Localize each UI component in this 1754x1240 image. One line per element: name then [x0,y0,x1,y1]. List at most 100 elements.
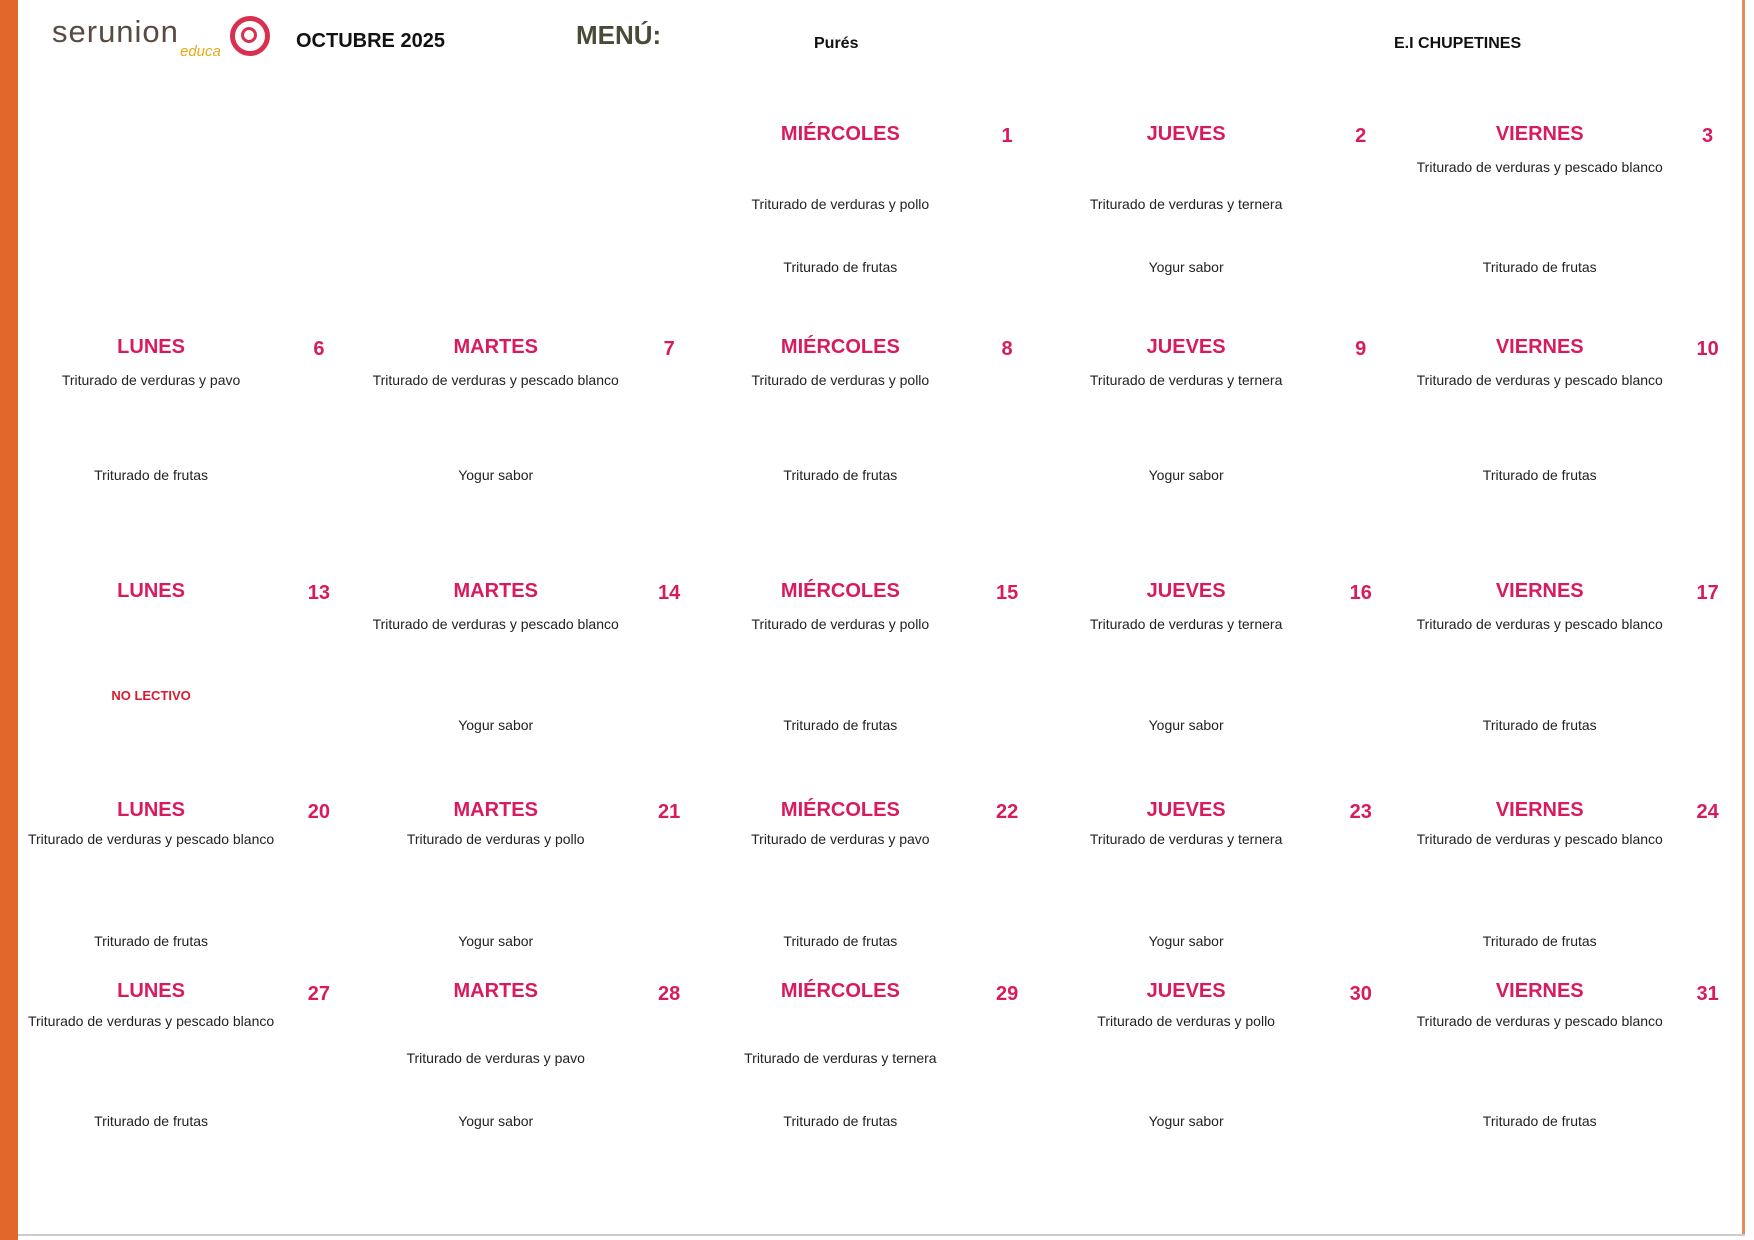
dessert: Triturado de frutas [783,1113,898,1130]
day-number: 16 [1349,581,1372,604]
dessert: Triturado de frutas [1482,258,1597,275]
day-label: JUEVES [1146,799,1226,822]
dessert: Yogur sabor [458,717,534,734]
day-label: JUEVES [1146,579,1226,602]
day-number: 13 [307,581,331,604]
main-dish: Triturado de verduras y pollo [1097,1012,1275,1029]
main-dish: Triturado de verduras y pollo [406,831,585,848]
day-number: 6 [313,338,325,360]
day-label: MIÉRCOLES [780,579,900,602]
day-number: 30 [1349,982,1372,1005]
day-number: 21 [658,801,681,824]
day-number: 15 [995,581,1019,604]
dessert: Triturado de frutas [1482,466,1597,483]
dessert: Yogur sabor [1148,466,1224,483]
day-label: VIERNES [1495,980,1584,1003]
day-label: LUNES [117,799,185,822]
dessert: Triturado de frutas [783,258,898,275]
day-label: VIERNES [1495,579,1584,602]
main-dish: Triturado de verduras y pollo [751,371,930,388]
main-dish: Triturado de verduras y pescado blanco [372,371,619,388]
dessert: Triturado de frutas [94,466,208,483]
day-label: LUNES [117,980,185,1003]
day-number: 3 [1702,125,1714,148]
main-dish: Triturado de verduras y pescado blanco [1416,158,1663,175]
day-number: 10 [1696,338,1719,360]
day-label: VIERNES [1495,335,1584,358]
main-dish: Triturado de verduras y pescado blanco [27,1012,275,1029]
main-dish: Triturado de verduras y pollo [751,615,930,632]
dessert: Yogur sabor [458,1113,534,1130]
day-label: MIÉRCOLES [780,799,900,822]
school-name: E.I CHUPETINES [1394,35,1522,52]
month-title: OCTUBRE 2025 [296,30,445,52]
day-number: 7 [663,338,675,360]
day-label: JUEVES [1146,980,1226,1003]
right-border [1742,0,1745,1236]
dessert: Yogur sabor [1148,258,1224,275]
day-number: 8 [1001,338,1013,360]
day-number: 23 [1349,801,1372,824]
day-label: LUNES [117,579,185,602]
main-dish: Triturado de verduras y pescado blanco [1416,831,1663,848]
serunion-logo: serunion educa [52,14,272,64]
menu-type: Purés [814,35,859,52]
dessert: Yogur sabor [458,466,534,483]
day-label: MIÉRCOLES [780,980,900,1003]
day-number: 24 [1696,801,1719,824]
bottom-border [18,1234,1745,1236]
dessert: Yogur sabor [1148,933,1224,950]
dessert: Triturado de frutas [783,466,898,483]
day-label: MARTES [453,980,538,1003]
day-label: JUEVES [1146,123,1226,146]
day-number: 28 [658,982,681,1005]
logo-spiral-icon [230,16,270,56]
main-dish: Triturado de verduras y ternera [744,1049,937,1066]
main-dish: Triturado de verduras y ternera [1089,371,1283,388]
main-dish: Triturado de verduras y pescado blanco [1416,1012,1663,1029]
main-dish: Triturado de verduras y pavo [61,371,241,388]
dessert: Triturado de frutas [94,933,208,950]
menu-label: MENÚ: [576,20,662,50]
day-label: MARTES [453,799,538,822]
main-dish: Triturado de verduras y ternera [1089,615,1283,632]
day-number: 22 [995,801,1019,824]
logo-text: serunion [52,14,179,49]
dessert: Triturado de frutas [783,933,898,950]
main-dish: Triturado de verduras y ternera [1089,195,1283,212]
main-dish: Triturado de verduras y pescado blanco [27,831,275,848]
main-dish: Triturado de verduras y pavo [406,1049,585,1066]
day-label: MIÉRCOLES [780,335,900,358]
day-label: VIERNES [1495,799,1584,822]
dessert: Triturado de frutas [1482,933,1597,950]
no-lectivo-note: NO LECTIVO [111,688,191,704]
day-number: 31 [1696,982,1719,1005]
main-dish: Triturado de verduras y pollo [751,195,930,212]
day-number: 14 [658,581,681,604]
dessert: Triturado de frutas [1482,717,1597,734]
day-number: 29 [995,982,1019,1005]
day-number: 9 [1355,338,1367,360]
day-number: 2 [1355,125,1367,148]
dessert: Yogur sabor [458,933,534,950]
day-label: JUEVES [1146,335,1226,358]
dessert: Triturado de frutas [1482,1113,1597,1130]
day-number: 17 [1696,581,1719,604]
day-label: MARTES [453,335,538,358]
dessert: Triturado de frutas [94,1113,208,1130]
dessert: Triturado de frutas [783,717,898,734]
day-number: 20 [307,801,331,824]
dessert: Yogur sabor [1148,717,1224,734]
main-dish: Triturado de verduras y ternera [1089,831,1283,848]
left-border [0,0,18,1240]
main-dish: Triturado de verduras y pescado blanco [372,615,619,632]
day-label: MIÉRCOLES [780,123,900,146]
dessert: Yogur sabor [1148,1113,1224,1130]
main-dish: Triturado de verduras y pescado blanco [1416,615,1663,632]
main-dish: Triturado de verduras y pavo [751,831,930,848]
day-number: 27 [307,982,331,1005]
day-label: MARTES [453,579,538,602]
day-label: LUNES [117,335,185,358]
day-label: VIERNES [1495,123,1584,146]
main-dish: Triturado de verduras y pescado blanco [1416,371,1663,388]
